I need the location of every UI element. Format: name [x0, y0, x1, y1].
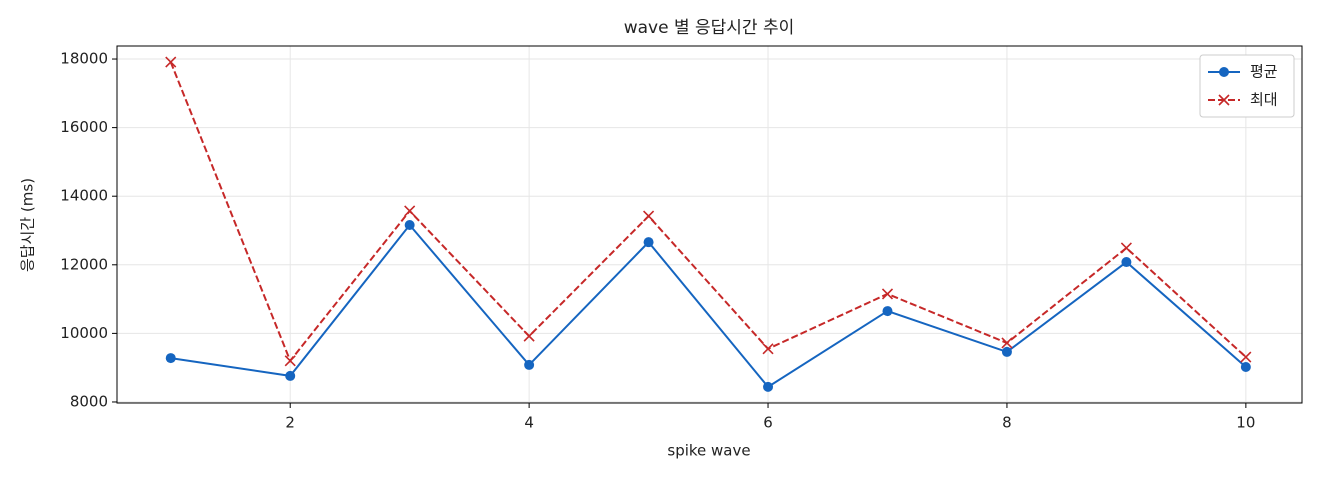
point: [762, 343, 774, 355]
legend-marker: [1218, 94, 1230, 106]
point: [1120, 242, 1132, 254]
legend-marker: [1219, 67, 1229, 77]
x-axis-label: spike wave: [667, 442, 750, 460]
y-axis-label: 응답시간 (ms): [19, 178, 37, 272]
chart-title: wave 별 응답시간 추이: [624, 18, 795, 38]
point: [881, 288, 894, 300]
point: [1240, 351, 1252, 363]
point: [763, 381, 774, 392]
point: [643, 210, 655, 222]
point: [284, 355, 296, 367]
point: [404, 205, 416, 217]
x-tick-label: 6: [763, 414, 773, 432]
y-tick-label: 16000: [60, 118, 108, 136]
point: [1121, 257, 1132, 268]
point: [285, 370, 296, 381]
point: [1240, 361, 1251, 372]
legend-label: 최대: [1250, 91, 1278, 109]
point: [523, 330, 535, 342]
y-tick-label: 18000: [60, 50, 108, 68]
point: [1001, 337, 1013, 349]
point: [643, 237, 654, 248]
y-tick-label: 8000: [70, 392, 108, 410]
point: [882, 306, 893, 317]
point: [165, 353, 176, 364]
point: [165, 56, 177, 68]
y-tick-label: 10000: [60, 324, 108, 342]
series-line: [170, 223, 1247, 389]
y-tick-label: 12000: [60, 255, 108, 273]
legend-box: [1199, 54, 1295, 118]
point: [524, 359, 535, 370]
point: [404, 220, 415, 231]
x-tick-label: 2: [285, 414, 295, 432]
x-tick-label: 8: [1002, 414, 1012, 432]
x-tick-label: 4: [524, 414, 534, 432]
legend-label: 평균: [1250, 63, 1278, 81]
x-tick-label: 10: [1236, 414, 1255, 432]
series-line: [169, 61, 1247, 363]
point: [1001, 346, 1012, 357]
y-tick-label: 14000: [60, 187, 108, 205]
plot-frame: [116, 45, 1303, 404]
